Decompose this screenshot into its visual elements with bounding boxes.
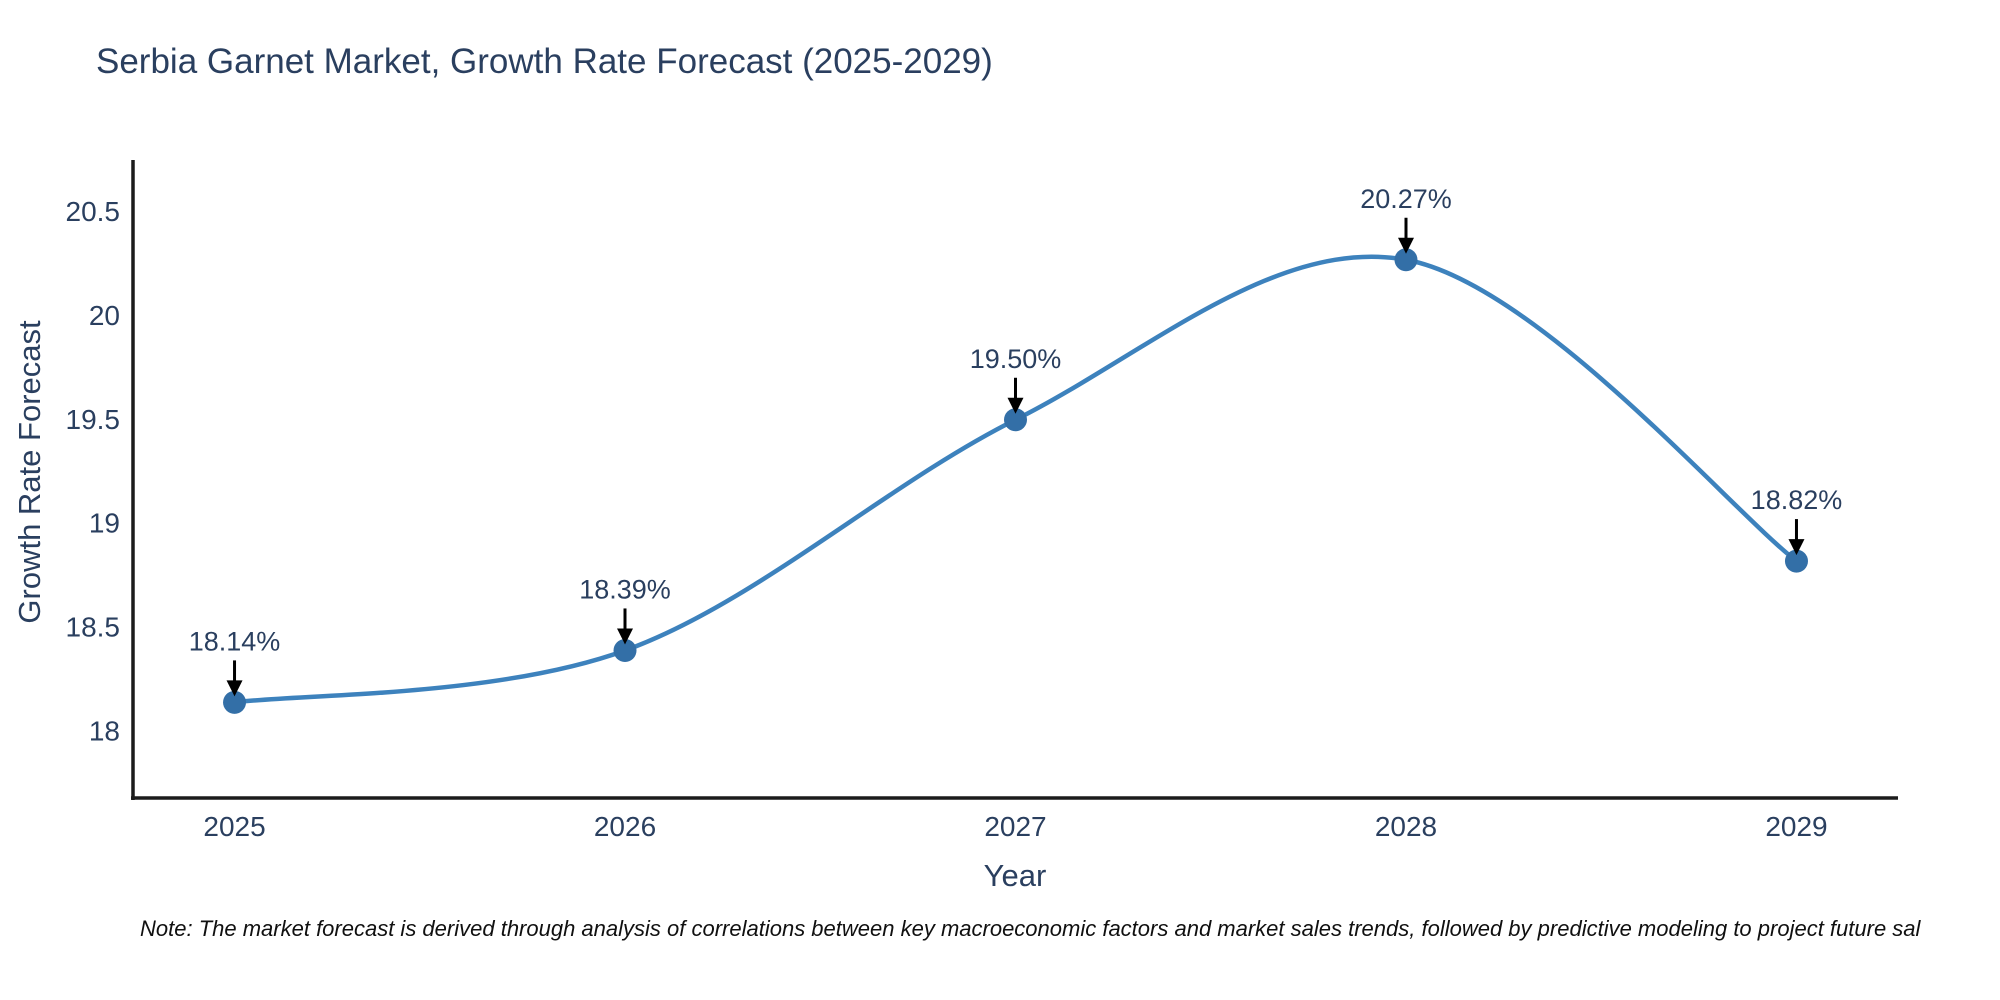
y-tick-label: 19 — [89, 508, 120, 539]
annotation-label: 18.14% — [189, 626, 281, 656]
annotation-arrowhead — [226, 680, 243, 697]
y-axis-title: Growth Rate Forecast — [12, 320, 47, 624]
x-axis-title: Year — [983, 858, 1047, 893]
annotation-label: 18.82% — [1751, 485, 1843, 515]
chart-title: Serbia Garnet Market, Growth Rate Foreca… — [96, 42, 993, 81]
x-tick-label: 2027 — [984, 811, 1046, 842]
annotation-label: 20.27% — [1360, 184, 1452, 214]
x-tick-label: 2026 — [594, 811, 656, 842]
y-tick-label: 19.5 — [66, 404, 121, 435]
annotation-label: 19.50% — [970, 344, 1062, 374]
footnote-text: Note: The market forecast is derived thr… — [140, 916, 1921, 941]
data-point-marker — [1394, 248, 1418, 272]
data-point-marker — [223, 690, 247, 714]
y-tick-label: 18 — [89, 715, 120, 746]
data-point-marker — [1004, 408, 1027, 432]
data-point-marker — [613, 638, 637, 662]
x-tick-label: 2028 — [1375, 811, 1437, 842]
y-tick-label: 20.5 — [66, 196, 121, 227]
annotation-arrowhead — [617, 628, 634, 645]
y-tick-label: 18.5 — [66, 612, 121, 643]
annotation-label: 18.39% — [579, 574, 671, 604]
annotation-arrowhead — [1007, 397, 1024, 414]
y-tick-label: 20 — [89, 300, 120, 331]
annotation-arrowhead — [1788, 539, 1805, 556]
x-tick-label: 2029 — [1765, 811, 1827, 842]
x-tick-label: 2025 — [203, 811, 265, 842]
trend-line — [234, 254, 1798, 705]
data-point-marker — [1784, 549, 1808, 573]
annotation-arrowhead — [1397, 237, 1414, 254]
